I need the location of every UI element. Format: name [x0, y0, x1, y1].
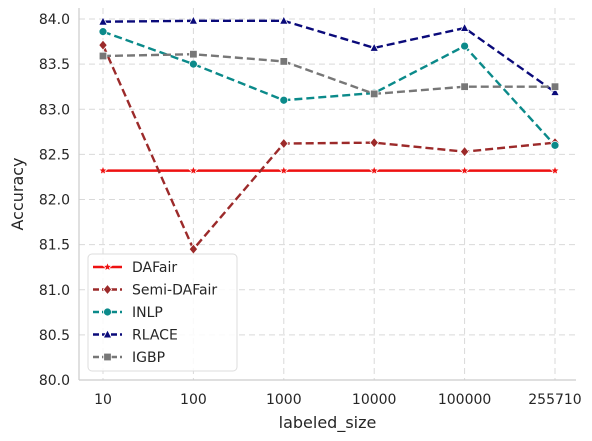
legend-label-semi-dafair: Semi-DAFair: [132, 283, 217, 299]
data-point-rlace: [550, 86, 560, 96]
legend-box: [87, 253, 238, 372]
data-point-igbp: [98, 51, 108, 61]
data-point-dafair: [549, 164, 561, 176]
x-tick-label: 100000: [438, 392, 491, 408]
y-tick-label: 80.0: [39, 373, 70, 389]
data-point-rlace: [98, 16, 108, 26]
data-point-semi-dafair: [369, 137, 379, 149]
grid: [79, 8, 576, 381]
data-point-inlp: [279, 95, 289, 105]
series-line-rlace: [102, 19, 556, 94]
legend-label-igbp: IGBP: [132, 350, 165, 366]
y-tick-label: 82.0: [39, 193, 70, 209]
legend-marker-igbp: [103, 352, 112, 362]
series-layer: [97, 15, 561, 255]
axes: [78, 8, 576, 381]
y-tick-label: 84.0: [39, 12, 70, 28]
data-point-inlp: [188, 59, 198, 69]
data-point-igbp: [279, 57, 288, 66]
data-point-dafair: [368, 164, 380, 176]
data-point-dafair: [97, 164, 109, 176]
data-point-rlace: [459, 22, 470, 32]
data-point-inlp: [460, 41, 470, 51]
series-line-igbp: [102, 52, 555, 96]
data-point-dafair: [278, 164, 290, 176]
y-tick-label: 82.5: [39, 147, 70, 163]
data-point-rlace: [369, 42, 380, 52]
legend-label-rlace: RLACE: [132, 328, 178, 344]
data-point-igbp: [550, 82, 560, 91]
series-semi-dafair: [98, 39, 560, 255]
legend-marker-rlace: [102, 329, 113, 339]
data-point-rlace: [188, 15, 199, 25]
x-axis-label: labeled_size: [279, 413, 377, 433]
y-tick-label: 80.5: [39, 328, 70, 344]
series-line-semi-dafair: [101, 44, 556, 251]
series-igbp: [98, 49, 560, 99]
x-tick-label: 100: [180, 392, 207, 408]
legend-item-igbp: IGBP: [93, 350, 165, 366]
legend-item-inlp: INLP: [93, 305, 163, 321]
data-point-igbp: [369, 89, 379, 99]
legend-label-inlp: INLP: [132, 305, 163, 321]
data-point-semi-dafair: [98, 39, 108, 51]
series-rlace: [98, 15, 560, 96]
legend-marker-inlp: [103, 307, 112, 317]
y-tick-label: 83.5: [39, 57, 70, 73]
data-point-dafair: [459, 164, 470, 176]
tick-labels: 80.0 80.5 81.0 81.5 82.0 82.5 83.0 83.5 84.0 10 10…: [39, 12, 582, 408]
y-tick-label: 83.0: [39, 102, 70, 118]
legend: DAFair Semi-DAFair INLP RLACE IGBP: [87, 253, 238, 372]
legend-item-semi-dafair: Semi-DAFair: [93, 283, 217, 299]
y-axis-label: Accuracy: [8, 157, 27, 230]
legend-marker-semi-dafair: [102, 283, 113, 296]
data-point-inlp: [98, 27, 108, 37]
legend-label-dafair: DAFair: [132, 260, 177, 276]
y-tick-label: 81.5: [39, 238, 70, 254]
data-point-rlace: [278, 15, 289, 25]
data-point-semi-dafair: [188, 243, 199, 255]
data-point-dafair: [188, 164, 199, 176]
x-tick-label: 10: [94, 392, 112, 408]
data-point-igbp: [189, 49, 198, 59]
y-tick-label: 81.0: [39, 283, 70, 299]
data-point-igbp: [460, 82, 469, 91]
x-tick-label: 1000: [266, 392, 302, 408]
data-point-semi-dafair: [459, 146, 470, 158]
x-tick-label: 10000: [352, 392, 397, 408]
legend-marker-dafair: [102, 261, 113, 272]
data-point-inlp: [550, 140, 560, 150]
x-tick-label: 255710: [528, 392, 581, 408]
series-dafair: [97, 164, 561, 176]
legend-item-dafair: DAFair: [93, 260, 177, 276]
series-line-inlp: [102, 30, 556, 147]
data-point-semi-dafair: [279, 137, 289, 150]
legend-item-rlace: RLACE: [93, 328, 178, 344]
